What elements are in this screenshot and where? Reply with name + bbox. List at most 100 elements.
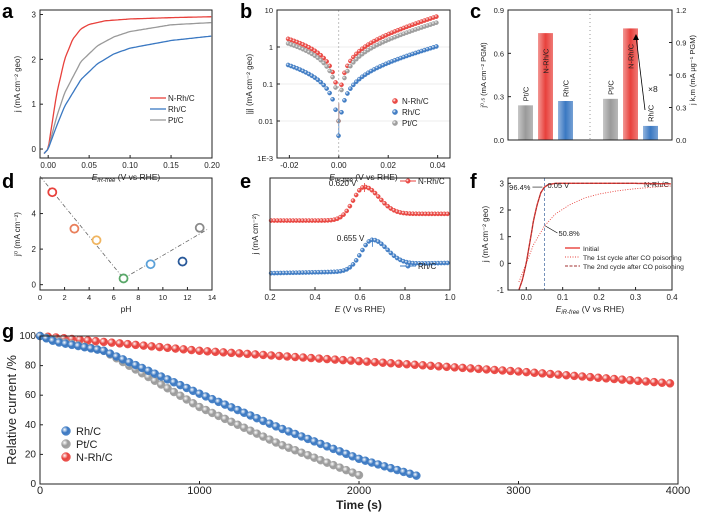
x-tick-label: 0.3 (630, 293, 642, 302)
panel-c-frame (507, 9, 673, 141)
data-point-N-Rh/C (155, 342, 164, 352)
panel-g: 0 1000 2000 3000 4000 0 20 40 60 80 100 Time (s) Rel… (4, 331, 690, 512)
x-tick-label: 0.6 (354, 293, 366, 302)
data-point-N-Rh/C (227, 348, 236, 358)
data-point-N-Rh/C (506, 366, 515, 376)
legend-marker (392, 109, 398, 115)
legend-marker (61, 426, 71, 436)
data-point-Pt/C (351, 60, 356, 65)
data-point-N-Rh/C (554, 370, 563, 379)
legend-marker (392, 98, 398, 104)
bar-Rh/C (643, 125, 658, 140)
data-point-Rh/C (388, 250, 394, 256)
y-tick-label: 0.0 (676, 136, 686, 145)
x-tick-label: 0.1 (557, 293, 569, 302)
data-point-Pt/C (333, 85, 338, 90)
data-point-Rh/C (434, 44, 439, 49)
data-point-Pt/C (354, 56, 359, 62)
potential-label: 0.05 V (547, 181, 569, 190)
data-point-Rh/C (363, 242, 368, 248)
y-axis-label: j (mA cm⁻² geo) (481, 206, 490, 264)
y-tick-label: 2 (32, 245, 37, 254)
data-point-N-Rh/C (147, 342, 156, 351)
panel-b-frame (276, 9, 451, 159)
data-point-Rh/C (330, 96, 335, 102)
y-tick-label: 0.0 (494, 136, 504, 145)
series-line-Rh/C (43, 35, 212, 154)
data-point-N-Rh/C (442, 362, 451, 372)
x-tick-label: 0.04 (430, 161, 446, 170)
x-axis-label-sub: iR-free (335, 178, 354, 184)
data-point-N-Rh/C (171, 344, 180, 353)
x-tick-label: 0.2 (594, 293, 606, 302)
data-point (47, 187, 58, 198)
data-point-N-Rh/C (370, 357, 380, 367)
data-point (145, 259, 156, 270)
data-point-Rh/C (351, 82, 356, 88)
series-line-Pt/C (43, 21, 212, 154)
data-point-N-Rh/C (458, 363, 467, 373)
legend-label: Pt/C (168, 116, 184, 125)
x-tick-label: 0 (37, 485, 43, 497)
data-point-N-Rh/C (466, 364, 475, 373)
data-point-Rh/C (382, 244, 387, 250)
data-point (194, 222, 205, 233)
data-point-Rh/C (324, 86, 329, 91)
legend-marker (392, 120, 398, 126)
data-point-Pt/C (324, 64, 329, 69)
data-point-N-Rh/C (91, 336, 101, 346)
x-tick-label: 1.0 (444, 293, 456, 302)
data-point-Rh/C (379, 241, 384, 247)
data-point-Rh/C (339, 109, 344, 115)
y-tick-label: 80 (25, 361, 37, 372)
data-point-Rh/C (318, 79, 324, 85)
data-point-N-Rh/C (235, 349, 244, 358)
data-point-N-Rh/C (356, 48, 362, 54)
y-tick-label: 100 (19, 331, 36, 342)
data-point-N-Rh/C (338, 214, 343, 220)
x-tick-label: 0.05 (81, 161, 97, 170)
bar-label: Pt/C (522, 86, 531, 101)
y-axis-label: j⁰ (mA cm⁻²) (13, 212, 22, 257)
data-point-N-Rh/C (594, 373, 603, 382)
data-point-N-Rh/C (195, 346, 204, 355)
data-point-N-Rh/C (450, 363, 459, 372)
data-point-N-Rh/C (369, 187, 375, 193)
bar-label: Rh/C (647, 104, 656, 122)
data-point-Rh/C (375, 239, 381, 244)
x-tick-label: 10 (159, 293, 167, 302)
data-point-N-Rh/C (341, 212, 346, 217)
x-tick-label: 0.0 (521, 293, 533, 302)
x-tick-label: 3000 (506, 485, 530, 497)
data-point-N-Rh/C (259, 350, 268, 360)
data-point-Pt/C (318, 57, 324, 63)
data-point-N-Rh/C (283, 352, 292, 361)
data-point-Rh/C (347, 265, 353, 270)
data-point-N-Rh/C (538, 369, 547, 378)
panel-f: 0.0 0.1 0.2 0.3 0.4 -1 0 1 2 3 EiR-free (V vs RHE)… (481, 178, 684, 316)
y-tick-label: 0.1 (263, 80, 273, 89)
data-point-N-Rh/C (474, 364, 483, 374)
data-point-N-Rh/C (546, 369, 555, 379)
y-axis-label: j (mA cm⁻²) (251, 213, 260, 255)
data-point (177, 256, 188, 267)
data-point-N-Rh/C (347, 203, 353, 209)
data-point-N-Rh/C (275, 351, 284, 361)
x-axis-label-sub: iR-free (97, 178, 116, 184)
y-tick-label: 0.9 (494, 6, 504, 15)
legend-label: Rh/C (402, 108, 420, 117)
data-point-Pt/C (330, 74, 335, 80)
x-tick-label: 0.4 (309, 293, 321, 302)
recovery-pointer (545, 225, 558, 234)
data-point-Rh/C (357, 253, 362, 258)
data-point-Pt/C (339, 87, 344, 93)
data-point-N-Rh/C (379, 197, 384, 203)
data-point (91, 235, 102, 246)
x-axis-label-sub: iR-free (561, 310, 580, 316)
data-point-Pt/C (188, 399, 198, 408)
data-point-N-Rh/C (314, 354, 324, 363)
y-tick-label: 0.01 (258, 117, 273, 126)
y-axis-label: j⁰·ˢ (mA cm⁻² PGM) (479, 42, 488, 109)
